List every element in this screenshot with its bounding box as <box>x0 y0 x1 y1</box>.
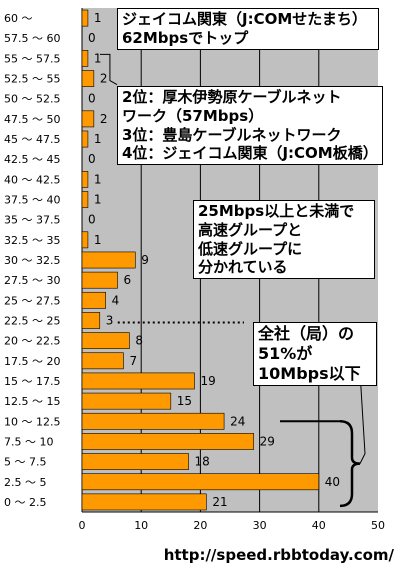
y-tick-label: 20 ～ 22.5 <box>4 335 60 348</box>
bar <box>81 251 136 269</box>
data-label: 7 <box>129 354 137 368</box>
data-label: 2 <box>100 112 108 126</box>
y-tick-label: 55 ～ 57.5 <box>4 52 60 65</box>
data-label: 1 <box>94 51 102 65</box>
x-tick-label: 40 <box>312 519 326 532</box>
data-label: 1 <box>94 233 102 247</box>
bar <box>81 392 172 410</box>
y-tick-label: 52.5 ～ 55 <box>4 73 60 86</box>
data-label: 1 <box>94 11 102 25</box>
data-label: 2 <box>100 72 108 86</box>
data-label: 0 <box>88 31 96 45</box>
x-tick-label: 30 <box>253 519 267 532</box>
bar <box>81 473 320 491</box>
y-tick-label: 5 ～ 7.5 <box>4 456 47 469</box>
y-tick-label: 7.5 ～ 10 <box>4 435 53 448</box>
y-tick-label: 27.5 ～ 30 <box>4 274 60 287</box>
y-tick-label: 50 ～ 52.5 <box>4 93 60 106</box>
source-url: http://speed.rbbtoday.com/ <box>163 546 394 564</box>
data-label: 0 <box>88 152 96 166</box>
data-label: 19 <box>200 374 215 388</box>
annotation-ranking: 2位：厚木伊勢原ケーブルネット ワーク（57Mbps） 3位：豊島ケーブルネット… <box>117 86 383 165</box>
bar <box>81 231 89 249</box>
bar <box>81 191 89 208</box>
bar <box>81 291 106 309</box>
y-tick-label: 35 ～ 37.5 <box>4 214 60 227</box>
bar <box>81 9 89 27</box>
bar <box>81 312 101 329</box>
bar <box>81 433 254 450</box>
connector-line <box>359 371 366 464</box>
y-tick-label: 32.5 ～ 35 <box>4 234 60 247</box>
y-tick-label: 60 ～ <box>4 12 33 25</box>
y-tick-label: 45 ～ 47.5 <box>4 133 60 146</box>
y-tick-label: 42.5 ～ 45 <box>4 153 60 166</box>
data-label: 18 <box>195 455 210 469</box>
annotation-top-speed: ジェイコム関東（J:COMせたまち） 62Mbpsでトップ <box>117 8 379 50</box>
bars <box>81 9 320 511</box>
data-label: 6 <box>124 273 132 287</box>
data-label: 29 <box>260 434 275 448</box>
bar <box>81 70 95 87</box>
x-tick-label: 50 <box>371 519 385 532</box>
x-tick-label: 0 <box>79 519 86 532</box>
bar <box>81 50 89 67</box>
bar <box>81 453 189 470</box>
bar <box>81 130 89 148</box>
bar <box>81 372 195 390</box>
x-tick-label: 10 <box>134 519 148 532</box>
bar <box>81 170 89 188</box>
data-label: 9 <box>141 253 149 267</box>
data-label: 1 <box>94 132 102 146</box>
x-axis-tick-labels: 0 10 20 30 40 50 <box>79 519 386 532</box>
bar <box>81 110 95 128</box>
data-label: 1 <box>94 193 102 207</box>
y-tick-label: 25 ～ 27.5 <box>4 294 60 307</box>
bar <box>81 332 130 350</box>
y-tick-label: 37.5 ～ 40 <box>4 194 60 207</box>
y-tick-label: 57.5 ～ 60 <box>4 32 60 45</box>
annotation-connectors <box>99 53 366 508</box>
bar <box>81 493 207 511</box>
y-tick-label: 47.5 ～ 50 <box>4 113 60 126</box>
annotation-majority: 全社（局）の 51%が 10Mbps以下 <box>253 322 377 386</box>
data-label: 8 <box>135 334 143 348</box>
x-tick-label: 20 <box>193 519 207 532</box>
y-tick-label: 0 ～ 2.5 <box>4 496 47 509</box>
y-tick-label: 17.5 ～ 20 <box>4 355 60 368</box>
annotation-groups: 25Mbps以上と未満で 高速グループと 低速グループに 分かれている <box>193 200 375 279</box>
data-label: 0 <box>88 213 96 227</box>
data-label: 21 <box>212 495 227 509</box>
connector-line <box>99 53 118 85</box>
data-label: 4 <box>112 293 120 307</box>
y-tick-label: 12.5 ～ 15 <box>4 395 60 408</box>
data-label: 24 <box>230 414 245 428</box>
y-axis-tick-labels: 60 ～ 57.5 ～ 60 55 ～ 57.5 52.5 ～ 55 50 ～ 52.5… <box>4 12 60 509</box>
y-tick-label: 15 ～ 17.5 <box>4 375 60 388</box>
bar <box>81 271 118 289</box>
y-tick-label: 40 ～ 42.5 <box>4 173 60 186</box>
data-label: 15 <box>177 394 192 408</box>
data-label: 0 <box>88 92 96 106</box>
y-tick-label: 10 ～ 12.5 <box>4 415 60 428</box>
data-label: 40 <box>325 475 340 489</box>
y-tick-label: 22.5 ～ 25 <box>4 314 60 327</box>
y-tick-label: 30 ～ 32.5 <box>4 254 60 267</box>
bar <box>81 412 225 430</box>
bar <box>81 352 124 370</box>
y-tick-label: 2.5 ～ 5 <box>4 476 47 489</box>
data-label: 3 <box>106 313 114 327</box>
data-label: 1 <box>94 172 102 186</box>
